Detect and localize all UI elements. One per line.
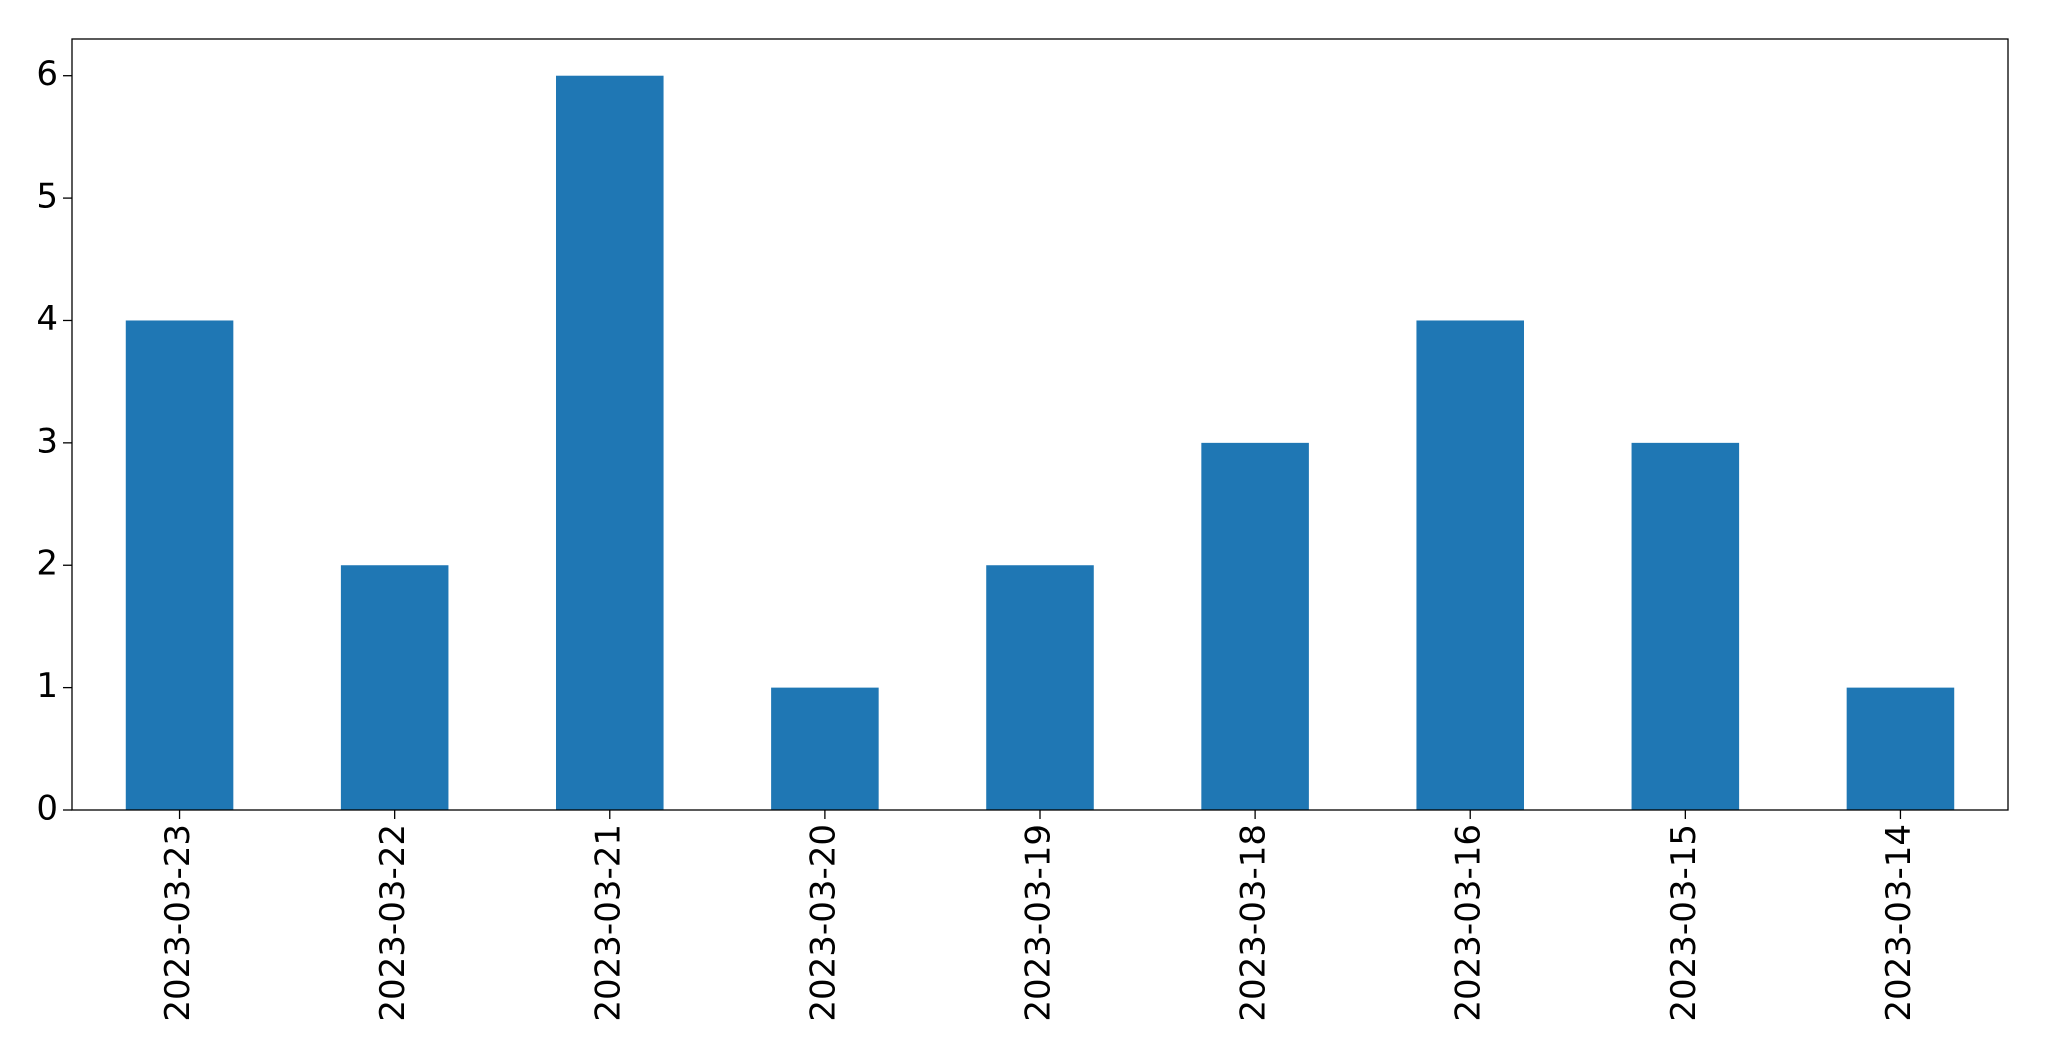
y-tick-label: 6 xyxy=(36,54,58,94)
plot-frame xyxy=(71,38,2009,811)
bar xyxy=(1201,442,1309,810)
bar xyxy=(556,75,664,810)
y-tick-label: 1 xyxy=(36,666,58,706)
bar xyxy=(1631,442,1740,810)
y-tick-label: 0 xyxy=(36,789,58,829)
bar xyxy=(1416,320,1524,810)
x-tick-label: 2023-03-14 xyxy=(1879,824,1919,1022)
bar xyxy=(771,687,879,810)
bar xyxy=(125,320,234,810)
x-tick-label: 2023-03-16 xyxy=(1449,824,1489,1022)
bar xyxy=(1846,687,1955,810)
bar xyxy=(340,565,449,810)
x-tick-label: 2023-03-23 xyxy=(158,824,198,1022)
x-tick-label: 2023-03-21 xyxy=(588,824,628,1022)
x-tick-label: 2023-03-18 xyxy=(1234,824,1274,1022)
bar xyxy=(986,565,1094,810)
y-tick-label: 3 xyxy=(36,421,58,461)
x-tick-label: 2023-03-15 xyxy=(1664,824,1704,1022)
x-tick-label: 2023-03-22 xyxy=(373,824,413,1022)
y-tick-label: 2 xyxy=(36,544,58,584)
y-tick-label: 4 xyxy=(36,299,58,339)
y-tick-label: 5 xyxy=(36,177,58,217)
x-tick-label: 2023-03-20 xyxy=(803,824,843,1022)
x-tick-label: 2023-03-19 xyxy=(1019,824,1059,1022)
